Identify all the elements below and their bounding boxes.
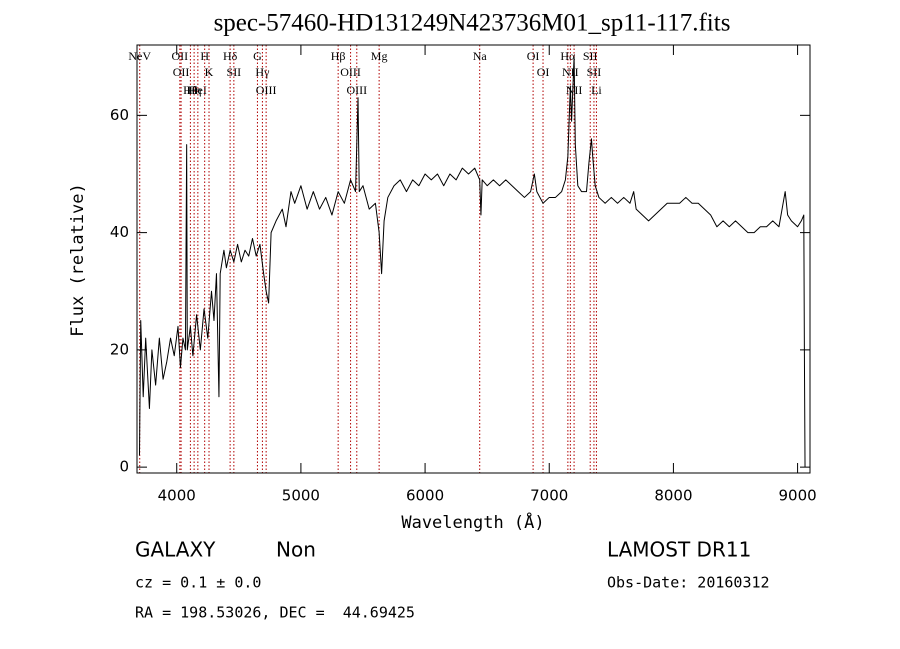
line-label: Hδ xyxy=(223,49,238,63)
line-label: SII xyxy=(227,65,242,79)
line-label: Hη xyxy=(187,83,202,97)
spectrum xyxy=(138,56,806,468)
y-tick-label: 20 xyxy=(110,340,129,358)
x-axis-label: Wavelength (Å) xyxy=(401,511,544,533)
line-label: OII xyxy=(173,65,190,79)
line-label: OI xyxy=(527,49,540,63)
line-label: H xyxy=(200,49,209,63)
y-tick-label: 60 xyxy=(110,106,129,124)
line-label: OIII xyxy=(256,83,277,97)
chart-title: spec-57460-HD131249N423736M01_sp11-117.f… xyxy=(214,10,731,37)
subclass-label: Non xyxy=(276,538,316,562)
plot-frame xyxy=(136,44,811,474)
line-label: HeI xyxy=(189,83,207,97)
line-label: Hβ xyxy=(331,49,346,63)
x-tick-label: 4000 xyxy=(158,487,196,505)
coords-label: RA = 198.53026, DEC = 44.69425 xyxy=(135,604,415,622)
line-label: NII xyxy=(562,65,579,79)
line-label: OIII xyxy=(340,65,361,79)
line-label: Mg xyxy=(371,49,388,63)
line-label: Li xyxy=(591,83,602,97)
line-label: Na xyxy=(473,49,488,63)
y-tick-label: 40 xyxy=(110,223,129,241)
class-label: GALAXY xyxy=(135,538,216,562)
line-label: Hθ xyxy=(183,83,198,97)
line-label: OIII xyxy=(346,83,367,97)
line-label: G xyxy=(253,49,262,63)
line-label: OII xyxy=(172,49,189,63)
x-tick-label: 8000 xyxy=(654,487,692,505)
line-label: Hα xyxy=(560,49,576,63)
x-tick-label: 5000 xyxy=(282,487,320,505)
line-label: SII xyxy=(587,65,602,79)
line-label: OI xyxy=(537,65,550,79)
x-tick-label: 6000 xyxy=(406,487,444,505)
y-tick-label: 0 xyxy=(119,458,129,476)
y-axis-label: Flux (relative) xyxy=(68,183,88,337)
x-tick-label: 7000 xyxy=(530,487,568,505)
x-tick-label: 9000 xyxy=(778,487,816,505)
line-label: K xyxy=(205,65,214,79)
line-label: SII xyxy=(583,49,598,63)
survey-label: LAMOST DR11 xyxy=(607,538,751,562)
cz-label: cz = 0.1 ± 0.0 xyxy=(135,574,261,592)
line-label: Hγ xyxy=(255,65,270,79)
line-label: NeV xyxy=(128,49,151,63)
obs-date-label: Obs-Date: 20160312 xyxy=(607,574,770,592)
